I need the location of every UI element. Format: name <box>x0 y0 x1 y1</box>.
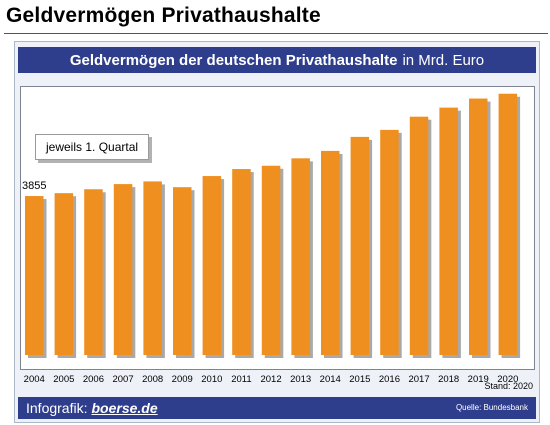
chart-unit: in Mrd. Euro <box>402 51 485 69</box>
chart-title: Geldvermögen der deutschen Privathaushal… <box>69 51 398 69</box>
plot-area: 3855 6337 jeweils 1. Quartal <box>20 86 535 370</box>
x-tick-label: 2020 <box>497 374 519 385</box>
bar-2012 <box>261 165 281 355</box>
x-tick-label: 2006 <box>82 374 104 385</box>
bar-2005 <box>54 193 74 355</box>
source-label: Quelle: Bundesbank <box>455 403 528 412</box>
chart-card: Geldvermögen der deutschen Privathaushal… <box>14 41 540 423</box>
bar-2020 <box>498 93 518 355</box>
title-divider <box>4 33 548 34</box>
x-tick-label: 2017 <box>408 374 430 385</box>
bar-2010 <box>202 176 222 355</box>
brand-link[interactable]: boerse.de <box>91 400 158 416</box>
bar-2011 <box>232 169 251 355</box>
x-tick-label: 2015 <box>349 374 371 385</box>
x-tick-label: 2007 <box>112 374 134 385</box>
bar-2015 <box>350 136 370 355</box>
x-tick-label: 2009 <box>171 374 193 385</box>
chart-header: Geldvermögen der deutschen Privathaushal… <box>18 47 536 73</box>
bar-2013 <box>291 158 310 355</box>
footer-bar: Infografik: boerse.de Quelle: Bundesbank <box>18 397 536 419</box>
infografik-label: Infografik: boerse.de <box>26 400 158 416</box>
x-tick-label: 2005 <box>53 374 75 385</box>
bar-2017 <box>409 116 429 355</box>
bar-2007 <box>113 184 133 355</box>
x-tick-label: 2012 <box>260 374 282 385</box>
x-tick-label: 2011 <box>231 374 252 385</box>
stand-label: Stand: 2020 <box>484 381 533 391</box>
bar-2009 <box>173 187 192 355</box>
x-tick-label: 2016 <box>378 374 400 385</box>
bar-2018 <box>439 107 458 355</box>
x-tick-label: 2004 <box>23 374 45 385</box>
bar-2006 <box>84 189 103 355</box>
x-tick-label: 2014 <box>319 374 341 385</box>
bar-2014 <box>321 150 340 355</box>
x-tick-label: 2008 <box>142 374 164 385</box>
bar-2016 <box>380 129 399 355</box>
bar-chart: 3855 6337 <box>22 87 521 358</box>
x-tick-label: 2019 <box>467 374 489 385</box>
bar-2019 <box>469 98 488 355</box>
data-label-2004: 3855 <box>22 180 46 192</box>
x-tick-label: 2010 <box>201 374 223 385</box>
quarter-note: jeweils 1. Quartal <box>35 134 150 160</box>
x-tick-label: 2018 <box>438 374 460 385</box>
page-title: Geldvermögen Privathaushalte <box>6 4 321 27</box>
bar-2004 <box>25 196 44 355</box>
x-tick-label: 2013 <box>290 374 312 385</box>
bar-2008 <box>143 181 162 355</box>
data-label-2020: 6337 <box>496 87 520 90</box>
